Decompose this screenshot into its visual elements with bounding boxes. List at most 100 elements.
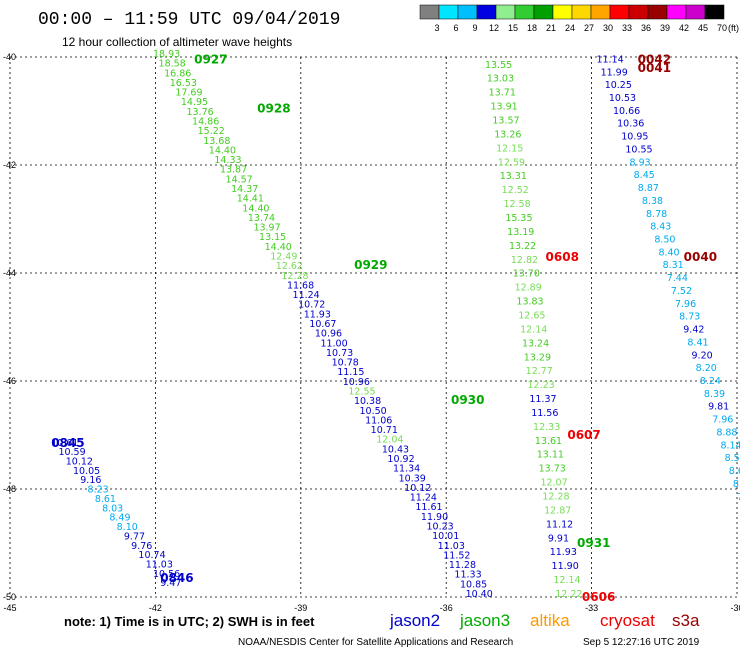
pass-time-label: 0608 bbox=[546, 250, 579, 264]
wave-height-value: 8.14 bbox=[720, 440, 740, 451]
wave-height-value: 7.96 bbox=[712, 415, 733, 426]
wave-height-value: 10.61 bbox=[51, 438, 78, 449]
wave-height-value: 13.24 bbox=[522, 338, 549, 349]
wave-height-value: 12.65 bbox=[518, 310, 545, 321]
satellite-legend-jason3: jason3 bbox=[459, 611, 510, 630]
wave-height-value: 14.57 bbox=[226, 174, 253, 185]
pass-time-label: 0042 bbox=[638, 53, 671, 67]
track: 13.55 13.03 13.71 13.91 13.57 13.26 12.15 12.59… bbox=[485, 60, 615, 604]
x-tick-label: -36 bbox=[440, 603, 453, 613]
wave-height-value: 11.61 bbox=[415, 502, 442, 513]
wave-height-value: 8.78 bbox=[646, 209, 667, 220]
wave-height-value: 11.24 bbox=[293, 290, 320, 301]
altimeter-tracks: 10.6110.5910.1210.059.168.238.618.038.49… bbox=[51, 49, 740, 604]
wave-height-value: 13.03 bbox=[487, 74, 514, 85]
wave-height-value: 11.37 bbox=[529, 394, 556, 405]
wave-height-value: 8.10 bbox=[117, 522, 138, 533]
wave-height-value: 7.52 bbox=[671, 286, 692, 297]
legend-label: 9 bbox=[472, 23, 477, 33]
wave-height-value: 11.34 bbox=[393, 464, 420, 475]
wave-height-value: 8.41 bbox=[687, 337, 708, 348]
color-scale-legend: 3 6 9 12 15 18 21 24 27 30 33 36 39 42 45 70 (ft) bbox=[419, 4, 739, 33]
wave-height-value: 10.74 bbox=[138, 550, 165, 561]
pass-time-label: 0929 bbox=[354, 258, 387, 272]
gridlines bbox=[9, 56, 738, 598]
pass-time-label: 0930 bbox=[451, 393, 484, 407]
wave-height-value: 7.96 bbox=[675, 299, 696, 310]
wave-height-value: 13.29 bbox=[524, 352, 551, 363]
wave-height-value: 11.52 bbox=[443, 550, 470, 561]
wave-height-value: 10.67 bbox=[309, 319, 336, 330]
legend-swatch bbox=[552, 4, 573, 20]
wave-height-value: 10.12 bbox=[66, 457, 93, 468]
legend-swatch bbox=[609, 4, 630, 20]
wave-height-value: 12.55 bbox=[348, 387, 375, 398]
legend-swatch bbox=[476, 4, 497, 20]
wave-height-value: 16.53 bbox=[170, 78, 197, 89]
wave-height-value: 10.96 bbox=[343, 377, 370, 388]
wave-height-value: 9.76 bbox=[131, 541, 152, 552]
wave-height-value: 13.57 bbox=[492, 116, 519, 127]
wave-height-value: 12.15 bbox=[496, 143, 523, 154]
wave-height-value: 8.40 bbox=[658, 247, 679, 258]
wave-height-value: 8.03 bbox=[102, 503, 123, 514]
y-tick-label: -50 bbox=[3, 592, 16, 602]
wave-height-value: 8.73 bbox=[679, 312, 700, 323]
satellite-legend-jason2: jason2 bbox=[389, 611, 440, 630]
wave-height-value: 11.33 bbox=[454, 570, 481, 581]
wave-height-value: 11.14 bbox=[596, 54, 623, 65]
wave-height-value: 11.15 bbox=[337, 367, 364, 378]
wave-height-value: 8.50 bbox=[654, 235, 675, 246]
wave-height-value: 8.20 bbox=[696, 363, 717, 374]
x-tick-label: -45 bbox=[3, 603, 16, 613]
wave-height-value: 13.87 bbox=[220, 165, 247, 176]
y-tick-label: -48 bbox=[3, 484, 16, 494]
y-tick-label: -44 bbox=[3, 268, 16, 278]
pass-time-label: 0927 bbox=[194, 53, 227, 67]
chart-title: 00:00 – 11:59 UTC 09/04/2019 bbox=[38, 10, 340, 30]
wave-height-value: 12.82 bbox=[511, 255, 538, 266]
footer-timestamp: Sep 5 12:27:16 UTC 2019 bbox=[583, 637, 700, 648]
wave-height-value: 13.76 bbox=[186, 107, 213, 118]
satellite-legend-cryosat: cryosat bbox=[600, 611, 655, 630]
legend-swatch bbox=[533, 4, 554, 20]
legend-label: 24 bbox=[565, 23, 575, 33]
wave-height-value: 10.40 bbox=[466, 589, 493, 600]
wave-height-value: 14.40 bbox=[242, 203, 269, 214]
footer-credit: NOAA/NESDIS Center for Satellite Applica… bbox=[238, 637, 513, 648]
wave-height-value: 8.45 bbox=[634, 170, 655, 181]
wave-height-value: 10.78 bbox=[332, 358, 359, 369]
wave-height-value: 10.55 bbox=[625, 144, 652, 155]
wave-height-value: 11.12 bbox=[546, 519, 573, 530]
wave-height-value: 7.8 bbox=[737, 492, 740, 503]
x-tick-label: -33 bbox=[585, 603, 598, 613]
wave-height-value: 14.41 bbox=[237, 194, 264, 205]
axis-ticks: -45 -42 -39 -36 -33 -30 -40 -42 -44 -46 -48 -50 bbox=[3, 52, 740, 613]
track: 18.9318.5816.8616.5317.6914.9513.7614.86… bbox=[153, 49, 610, 600]
wave-height-value: 12.52 bbox=[502, 185, 529, 196]
legend-swatch bbox=[685, 4, 706, 20]
satellite-legend-s3a: s3a bbox=[672, 611, 700, 630]
legend-swatch bbox=[704, 4, 725, 20]
wave-height-value: 13.22 bbox=[509, 241, 536, 252]
wave-height-value: 10.53 bbox=[609, 93, 636, 104]
wave-height-value: 14.33 bbox=[214, 155, 241, 166]
wave-height-value: 14.86 bbox=[192, 117, 219, 128]
wave-height-value: 8.38 bbox=[642, 196, 663, 207]
wave-height-value: 12.33 bbox=[533, 422, 560, 433]
pass-time-label: 0607 bbox=[567, 428, 600, 442]
legend-label: 45 bbox=[698, 23, 708, 33]
wave-height-value: 8.43 bbox=[650, 222, 671, 233]
wave-height-value: 8.39 bbox=[704, 389, 725, 400]
legend-swatch bbox=[419, 4, 440, 20]
legend-swatch bbox=[495, 4, 516, 20]
legend-label: 21 bbox=[546, 23, 556, 33]
wave-height-value: 10.12 bbox=[404, 483, 431, 494]
wave-height-value: 13.11 bbox=[537, 450, 564, 461]
wave-height-value: 9.20 bbox=[692, 350, 713, 361]
legend-label: 15 bbox=[508, 23, 518, 33]
pass-time-label: 0846 bbox=[160, 571, 193, 585]
wave-height-value: 10.25 bbox=[605, 80, 632, 91]
chart-subtitle: 12 hour collection of altimeter wave hei… bbox=[62, 35, 292, 49]
wave-height-value: 8.23 bbox=[88, 485, 109, 496]
